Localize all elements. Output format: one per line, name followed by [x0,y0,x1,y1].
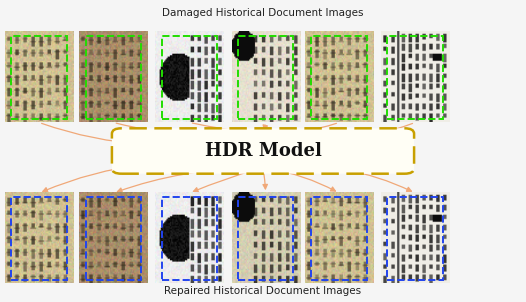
Bar [311,36,367,119]
Bar [86,197,141,280]
FancyBboxPatch shape [112,128,414,174]
Bar [238,36,294,119]
Bar [238,197,294,280]
Bar [86,36,141,119]
Bar [387,36,443,119]
Bar [162,36,217,119]
Bar [311,197,367,280]
Bar [11,197,67,280]
Bar [162,197,217,280]
Bar [11,36,67,119]
Text: Repaired Historical Document Images: Repaired Historical Document Images [165,286,361,296]
Text: Damaged Historical Document Images: Damaged Historical Document Images [162,8,364,18]
Text: HDR Model: HDR Model [205,142,321,160]
Bar [387,197,443,280]
